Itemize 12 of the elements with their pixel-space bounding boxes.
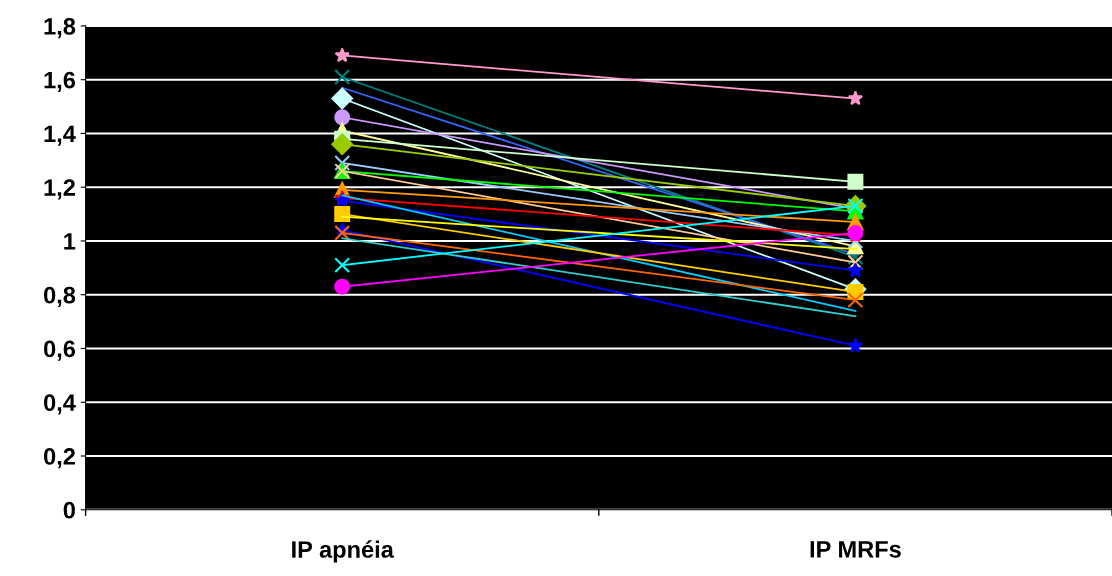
y-tick-label: 1,2 <box>44 179 75 200</box>
y-tick-label: 1 <box>64 233 76 250</box>
y-tick-label: 0,8 <box>44 286 76 307</box>
y-tick-label: 1,4 <box>44 125 76 146</box>
y-tick-label: 0,2 <box>44 448 75 469</box>
y-tick-label: 0 <box>63 501 75 519</box>
y-tick-label: 0,6 <box>44 340 76 361</box>
x-tick-label: IP apnéia <box>292 540 394 563</box>
y-tick-label: 1,6 <box>44 71 76 92</box>
y-tick-label: 1,8 <box>44 17 76 39</box>
y-tick-label: 0,4 <box>44 394 76 415</box>
x-tick-label: IP MRFs <box>810 541 901 558</box>
